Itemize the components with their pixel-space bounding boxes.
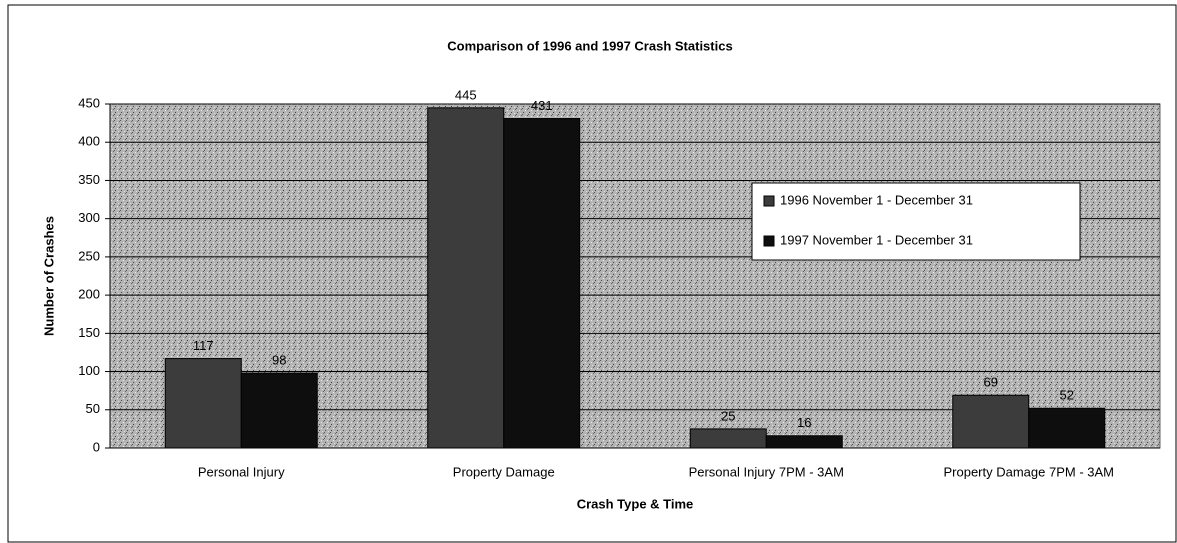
bar <box>952 394 1030 449</box>
value-label: 98 <box>272 353 286 368</box>
legend-swatch <box>763 235 775 247</box>
y-tick-label: 250 <box>78 248 100 263</box>
bar <box>240 372 318 449</box>
legend-swatch <box>763 195 775 207</box>
legend-label: 1996 November 1 - December 31 <box>780 192 973 207</box>
y-tick-label: 200 <box>78 287 100 302</box>
y-tick-label: 300 <box>78 210 100 225</box>
value-label: 431 <box>531 98 553 113</box>
legend-label: 1997 November 1 - December 31 <box>780 232 973 247</box>
y-axis-label: Number of Crashes <box>41 216 56 336</box>
x-tick-label: Property Damage <box>453 464 555 479</box>
bar <box>689 428 767 449</box>
chart-title: Comparison of 1996 and 1997 Crash Statis… <box>447 38 732 53</box>
y-tick-label: 0 <box>93 439 100 454</box>
value-label: 52 <box>1060 388 1074 403</box>
x-tick-label: Personal Injury <box>198 464 285 479</box>
bar <box>1028 407 1106 449</box>
y-tick-label: 50 <box>86 401 100 416</box>
y-tick-label: 100 <box>78 363 100 378</box>
bar <box>765 435 843 449</box>
value-label: 445 <box>455 87 477 102</box>
value-label: 16 <box>797 415 811 430</box>
y-tick-label: 350 <box>78 172 100 187</box>
x-tick-label: Property Damage 7PM - 3AM <box>943 464 1114 479</box>
legend-box <box>751 182 1081 261</box>
value-label: 69 <box>984 375 998 390</box>
x-tick-label: Personal Injury 7PM - 3AM <box>689 464 844 479</box>
y-tick-label: 150 <box>78 325 100 340</box>
value-label: 25 <box>721 408 735 423</box>
bar <box>164 358 242 449</box>
bar <box>427 107 505 449</box>
y-tick-label: 400 <box>78 134 100 149</box>
value-label: 117 <box>193 338 214 353</box>
y-tick-label: 450 <box>78 95 100 110</box>
bar <box>503 118 581 449</box>
x-axis-label: Crash Type & Time <box>577 496 694 511</box>
